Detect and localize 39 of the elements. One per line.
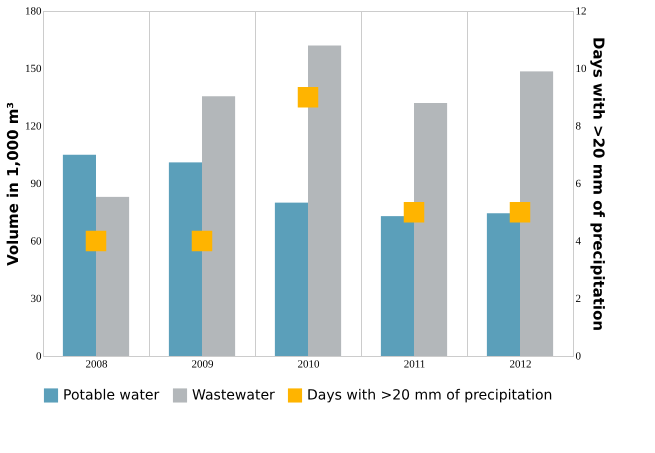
point xyxy=(86,230,106,252)
x-tick-label: 2008 xyxy=(86,358,108,370)
y-axis-title: Volume in 1,000 m³ xyxy=(4,102,22,266)
y2-axis-title: Days with >20 mm of precipitation xyxy=(590,36,608,332)
bar xyxy=(96,196,130,356)
bar xyxy=(168,162,202,356)
bar xyxy=(202,96,236,356)
bar xyxy=(380,216,414,356)
y-tick-label: 120 xyxy=(25,120,42,132)
legend-label: Potable water xyxy=(63,387,160,404)
bar xyxy=(486,213,520,356)
bar xyxy=(274,202,308,356)
point xyxy=(192,230,212,252)
y-tick-label: 30 xyxy=(30,293,42,305)
y-tick-label: 0 xyxy=(36,350,42,362)
x-tick-label: 2011 xyxy=(404,358,426,370)
bar xyxy=(308,46,342,356)
y2-tick-label: 0 xyxy=(576,350,582,362)
y-tick-label: 60 xyxy=(30,236,42,248)
x-tick-label: 2012 xyxy=(510,358,532,370)
y2-tick-label: 6 xyxy=(576,178,582,190)
x-tick-label: 2010 xyxy=(298,358,320,370)
x-tick-label: 2009 xyxy=(192,358,214,370)
y2-tick-label: 4 xyxy=(576,236,582,248)
bar xyxy=(414,103,448,356)
y-tick-label: 150 xyxy=(25,63,42,75)
legend-label: Days with >20 mm of precipitation xyxy=(307,387,552,404)
point xyxy=(510,202,530,222)
point xyxy=(298,87,318,108)
y2-tick-label: 10 xyxy=(576,63,587,75)
bar xyxy=(62,154,96,356)
y2-tick-label: 8 xyxy=(576,120,582,132)
y2-tick-label: 2 xyxy=(576,293,581,305)
legend-label: Wastewater xyxy=(192,387,276,404)
bar xyxy=(520,71,554,356)
y2-tick-label: 12 xyxy=(576,6,586,18)
y-tick-label: 90 xyxy=(30,178,42,190)
y-tick-label: 180 xyxy=(25,6,42,18)
point xyxy=(404,202,424,222)
